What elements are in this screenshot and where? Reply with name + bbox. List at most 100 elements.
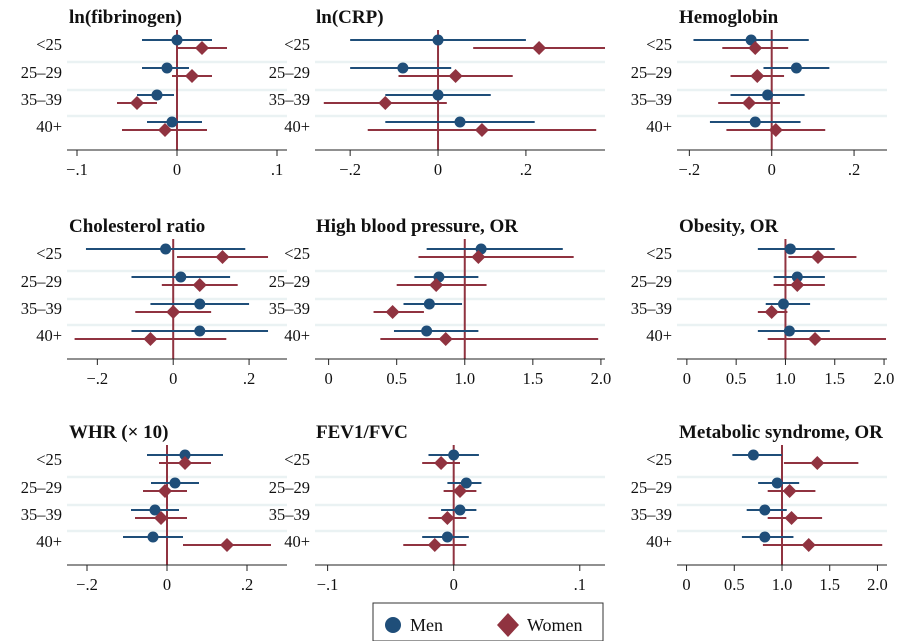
panel-ln-fibrinogen: ln(fibrinogen) −.1 0 .1 <25 25–29 35–39 40+	[21, 7, 287, 179]
men-point-marker	[749, 116, 761, 128]
x-tick-label: 0	[163, 575, 171, 594]
men-point-marker	[454, 504, 466, 516]
panel-title: FEV1/FVC	[316, 422, 408, 443]
category-label: 25–29	[269, 478, 310, 497]
men-point-marker	[432, 89, 444, 101]
x-tick-label: .2	[848, 160, 860, 179]
panel-title: WHR (× 10)	[69, 422, 168, 443]
women-point-marker	[158, 484, 172, 498]
x-tick-label: .2	[241, 575, 253, 594]
category-label: 25–29	[21, 63, 62, 82]
women-point-marker	[782, 484, 797, 498]
x-tick-label: 0	[434, 160, 442, 179]
men-point-marker	[759, 531, 771, 543]
women-point-marker	[768, 123, 783, 137]
legend-men-marker	[385, 617, 401, 633]
men-point-marker	[790, 62, 802, 74]
category-label: 35–39	[631, 90, 672, 109]
category-label: 35–39	[631, 299, 672, 318]
women-point-marker	[801, 538, 816, 552]
women-point-marker	[532, 41, 547, 55]
men-point-marker	[441, 531, 453, 543]
panel-hemoglobin: Hemoglobin −.2 0 .2 <25 25–29 35–39 40+	[631, 7, 887, 179]
x-tick-label: 2.0	[874, 369, 895, 388]
women-point-marker	[434, 456, 449, 470]
women-point-marker	[185, 69, 199, 83]
x-tick-label: 1.5	[819, 575, 840, 594]
men-point-marker	[179, 449, 191, 461]
men-point-marker	[194, 325, 206, 337]
men-point-marker	[783, 325, 795, 337]
category-label: 35–39	[269, 90, 310, 109]
men-point-marker	[791, 271, 803, 283]
x-tick-label: 1.0	[775, 369, 796, 388]
men-point-marker	[762, 89, 774, 101]
x-tick-label: −.2	[679, 160, 701, 179]
men-point-marker	[169, 477, 181, 489]
x-tick-label: −.1	[317, 575, 339, 594]
category-label: 40+	[646, 326, 672, 345]
category-label: <25	[36, 35, 62, 54]
category-label: 35–39	[21, 90, 62, 109]
category-label: 35–39	[21, 505, 62, 524]
panel-title: Hemoglobin	[679, 7, 779, 28]
men-point-marker	[397, 62, 409, 74]
women-point-marker	[378, 96, 393, 110]
category-label: <25	[36, 244, 62, 263]
women-point-marker	[195, 41, 209, 55]
legend: Men Women	[372, 602, 604, 641]
x-tick-label: 0	[173, 160, 181, 179]
legend-men-label: Men	[410, 615, 443, 635]
category-label: 35–39	[269, 505, 310, 524]
x-tick-label: 0.5	[726, 369, 747, 388]
x-tick-label: −.2	[76, 575, 98, 594]
women-point-marker	[158, 123, 172, 137]
men-point-marker	[149, 504, 161, 516]
x-tick-label: 0	[683, 369, 691, 388]
women-point-marker	[748, 41, 763, 55]
panel-title: Cholesterol ratio	[69, 216, 205, 237]
panel-title: Obesity, OR	[679, 216, 779, 237]
category-label: 35–39	[631, 505, 672, 524]
men-point-marker	[175, 271, 187, 283]
panel-metabolic-syndrome-or: Metabolic syndrome, OR 0 0.5 1.0 1.5 2.0 <25 25…	[631, 422, 888, 594]
category-label: <25	[36, 450, 62, 469]
category-label: <25	[646, 244, 672, 263]
category-label: <25	[284, 35, 310, 54]
men-point-marker	[147, 531, 159, 543]
women-point-marker	[750, 69, 765, 83]
category-label: <25	[284, 450, 310, 469]
women-point-marker	[143, 332, 158, 346]
women-point-marker	[810, 250, 825, 264]
category-label: 25–29	[21, 478, 62, 497]
women-point-marker	[453, 484, 467, 498]
category-label: 40+	[36, 117, 62, 136]
men-point-marker	[166, 116, 178, 128]
women-point-marker	[448, 69, 463, 83]
women-point-marker	[438, 332, 453, 346]
x-tick-label: 0	[768, 160, 776, 179]
x-tick-label: −.2	[339, 160, 361, 179]
category-label: 40+	[36, 532, 62, 551]
x-tick-label: .2	[243, 369, 255, 388]
category-label: 40+	[284, 532, 310, 551]
women-point-marker	[810, 456, 825, 470]
men-point-marker	[759, 504, 771, 516]
men-point-marker	[151, 89, 163, 101]
x-tick-label: −.2	[87, 369, 109, 388]
panel-high-blood-pressure-or: High blood pressure, OR 0 0.5 1.0 1.5 2.0 <25 2…	[269, 216, 611, 388]
x-tick-label: .2	[520, 160, 532, 179]
men-point-marker	[777, 298, 789, 310]
category-label: 40+	[646, 117, 672, 136]
women-point-marker	[178, 456, 192, 470]
x-tick-label: 2.0	[591, 369, 612, 388]
category-label: 25–29	[631, 478, 672, 497]
x-tick-label: −.1	[66, 160, 88, 179]
x-tick-label: 2.0	[867, 575, 888, 594]
category-label: <25	[646, 450, 672, 469]
category-label: 25–29	[631, 272, 672, 291]
women-point-marker	[166, 305, 181, 319]
panel-fev1-fvc: FEV1/FVC −.1 0 .1 <25 25–29 35–39 40+	[269, 422, 605, 594]
women-point-marker	[742, 96, 757, 110]
